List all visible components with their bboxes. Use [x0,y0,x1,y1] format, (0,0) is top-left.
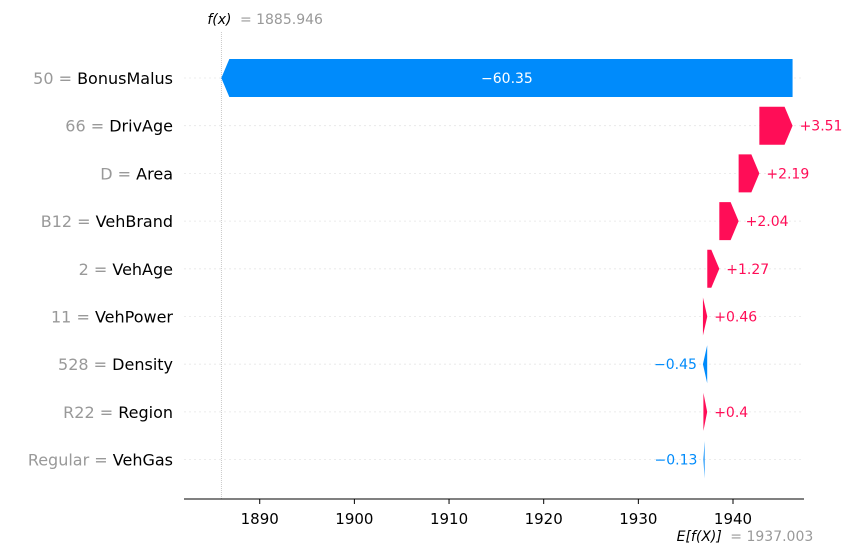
x-tick-label: 1890 [241,510,279,528]
feature-name: VehGas [113,451,173,470]
x-axis: 1890 1900 1910 1920 1930 1940 [184,498,804,528]
feature-value: 2 = [79,260,113,279]
feature-label-vehgas: Regular = VehGas [28,451,173,470]
bar-density [702,345,708,384]
value-label-vehgas: −0.13 [655,453,698,469]
value-label-vehbrand: +2.04 [746,214,789,230]
value-label-bonusmalus: −60.35 [481,71,533,87]
feature-value: 528 = [58,355,112,374]
value-label-drivage: +3.51 [800,119,843,135]
value-label-vehage: +1.27 [726,262,769,278]
bar-vehpower [702,297,708,336]
value-label-vehpower: +0.46 [714,310,757,326]
feature-name: VehPower [95,308,173,327]
feature-label-vehage: 2 = VehAge [79,260,173,279]
feature-label-area: D = Area [100,164,173,183]
bar-drivage [759,106,793,145]
feature-value: R22 = [63,403,118,422]
ex-annotation: E[f(X)] = 1937.003 [677,529,814,545]
x-tick-label: 1930 [619,510,657,528]
feature-label-vehbrand: B12 = VehBrand [41,212,173,231]
value-label-region: +0.4 [714,405,748,421]
feature-value: B12 = [41,212,96,231]
feature-label-drivage: 66 = DrivAge [65,117,173,136]
ex-label: E[f(X)] [677,529,722,545]
feature-value: D = [100,164,136,183]
feature-value: 66 = [65,117,109,136]
value-label-area: +2.19 [766,166,809,182]
feature-labels: 50 = BonusMalus 66 = DrivAge D = Area B12 =… [28,69,174,470]
feature-name: BonusMalus [77,69,173,88]
bars: −60.35 +3.51 +2.19 +2.04 +1.27 +0.46 −0.45 +0.4… [221,59,842,479]
feature-value: 11 = [51,308,95,327]
feature-name: VehBrand [96,212,173,231]
fx-label: f(x) [207,12,231,28]
bar-vehgas [703,440,705,479]
x-tick-label: 1910 [430,510,468,528]
bar-bonusmalus [221,59,793,97]
feature-value: 50 = [33,69,77,88]
x-tick-label: 1940 [714,510,752,528]
svg-text:E[f(X)] = 1937.003: E[f(X)] = 1937.003 [677,529,814,545]
x-tick-label: 1920 [525,510,563,528]
feature-name: DrivAge [109,117,173,136]
feature-label-density: 528 = Density [58,355,173,374]
feature-name: Region [118,403,173,422]
x-tick-label: 1900 [335,510,373,528]
bar-vehage [707,249,720,288]
fx-annotation: f(x) = 1885.946 [207,12,323,28]
feature-label-vehpower: 11 = VehPower [51,308,173,327]
feature-value: Regular = [28,451,113,470]
feature-name: Area [136,164,173,183]
fx-value: = 1885.946 [240,12,323,28]
bar-area [738,154,760,193]
feature-name: VehAge [112,260,173,279]
svg-text:f(x) = 1885.946: f(x) = 1885.946 [207,12,323,28]
feature-name: Density [112,355,173,374]
grid-lines [184,77,804,461]
feature-label-region: R22 = Region [63,403,173,422]
feature-label-bonusmalus: 50 = BonusMalus [33,69,173,88]
value-label-density: −0.45 [654,357,697,373]
bar-region [703,392,708,431]
bar-vehbrand [719,202,739,241]
ex-value: = 1937.003 [730,529,813,545]
